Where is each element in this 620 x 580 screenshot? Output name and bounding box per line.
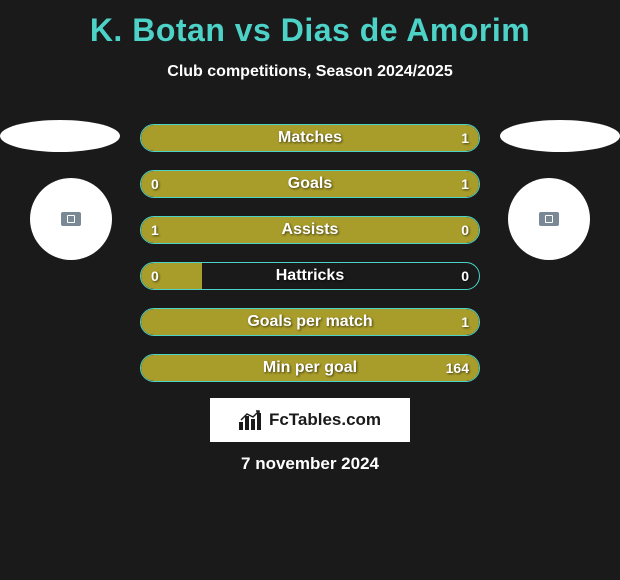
placeholder-icon: [61, 212, 81, 226]
bar-label: Matches: [141, 125, 479, 151]
bar-row: 10Assists: [140, 216, 480, 244]
player-oval-left: [0, 120, 120, 152]
fctables-label: FcTables.com: [269, 410, 381, 430]
page-subtitle: Club competitions, Season 2024/2025: [0, 63, 620, 81]
bar-label: Min per goal: [141, 355, 479, 381]
player-avatar-left: [30, 178, 112, 260]
date-label: 7 november 2024: [0, 454, 620, 474]
bar-row: 1Matches: [140, 124, 480, 152]
bar-row: 00Hattricks: [140, 262, 480, 290]
bar-label: Hattricks: [141, 263, 479, 289]
bar-label: Goals: [141, 171, 479, 197]
fctables-logo: FcTables.com: [210, 398, 410, 442]
comparison-bars: 1Matches 01Goals 10Assists 00Hattricks 1Goal…: [140, 124, 480, 400]
bar-row: 1Goals per match: [140, 308, 480, 336]
page-title: K. Botan vs Dias de Amorim: [0, 0, 620, 49]
bar-row: 164Min per goal: [140, 354, 480, 382]
bar-label: Goals per match: [141, 309, 479, 335]
player-avatar-right: [508, 178, 590, 260]
fctables-bars-icon: [239, 410, 265, 430]
bar-row: 01Goals: [140, 170, 480, 198]
bar-label: Assists: [141, 217, 479, 243]
placeholder-icon: [539, 212, 559, 226]
player-oval-right: [500, 120, 620, 152]
